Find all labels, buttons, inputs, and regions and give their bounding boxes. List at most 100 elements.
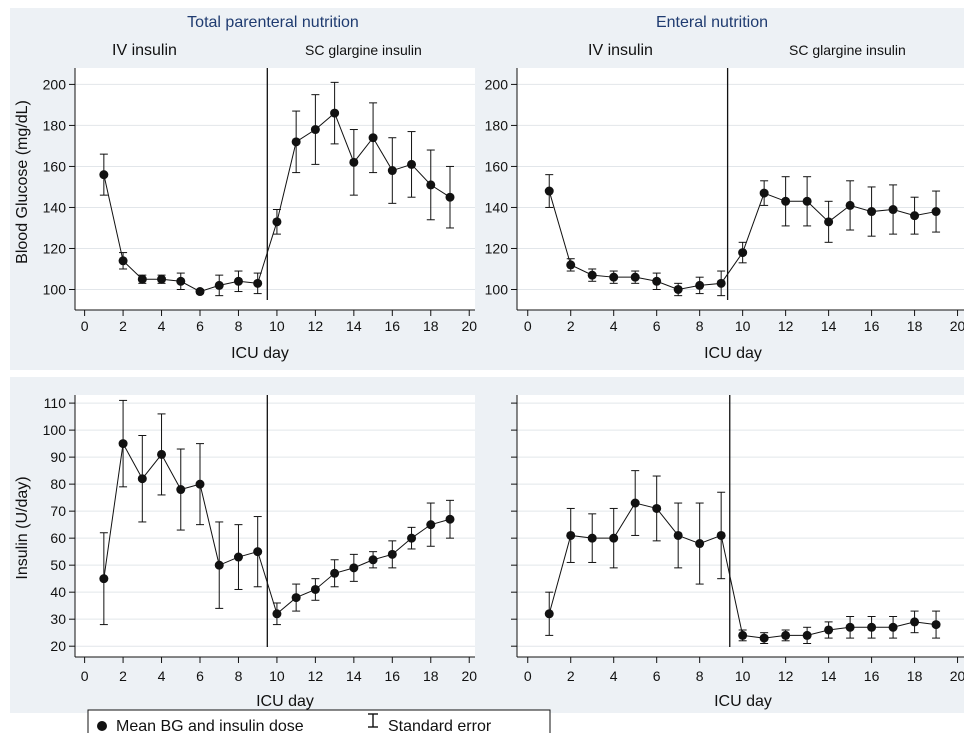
phase-label-sc-enteral: SC glargine insulin: [789, 42, 906, 58]
y-tick-label-insulin-tpn: 100: [43, 422, 67, 438]
data-point-insulin-enteral: [652, 503, 662, 513]
phase-label-sc-tpn: SC glargine insulin: [305, 42, 422, 58]
x-tick-label-bg-tpn: 20: [461, 318, 477, 334]
legend-se-label: Standard error: [388, 718, 492, 733]
data-point-bg-tpn: [137, 274, 147, 284]
x-tick-label-insulin-enteral: 20: [950, 668, 964, 684]
data-point-insulin-enteral: [695, 539, 705, 549]
data-point-insulin-enteral: [845, 622, 855, 632]
x-axis-title-bg-enteral: ICU day: [704, 345, 762, 362]
data-point-insulin-tpn: [195, 479, 205, 489]
x-tick-label-insulin-enteral: 0: [524, 668, 532, 684]
x-tick-label-bg-enteral: 18: [907, 318, 923, 334]
x-tick-label-insulin-enteral: 16: [864, 668, 880, 684]
x-tick-label-insulin-enteral: 2: [567, 668, 575, 684]
x-tick-label-bg-enteral: 8: [696, 318, 704, 334]
data-point-bg-tpn: [349, 157, 359, 167]
x-tick-label-insulin-tpn: 4: [158, 668, 166, 684]
plot-area-bg-tpn: [75, 68, 475, 310]
data-point-bg-tpn: [176, 276, 186, 286]
data-point-bg-tpn: [253, 278, 263, 288]
data-point-insulin-tpn: [176, 485, 186, 495]
x-axis-title-bg-tpn: ICU day: [231, 345, 289, 362]
y-tick-label-insulin-tpn: 90: [50, 449, 66, 465]
data-point-bg-enteral: [802, 196, 812, 206]
x-tick-label-bg-enteral: 12: [778, 318, 794, 334]
data-point-bg-enteral: [673, 284, 683, 294]
data-point-bg-tpn: [330, 108, 340, 118]
data-point-bg-enteral: [888, 205, 898, 215]
x-tick-label-insulin-tpn: 8: [235, 668, 243, 684]
data-point-insulin-enteral: [544, 609, 554, 619]
x-tick-label-bg-tpn: 6: [196, 318, 204, 334]
data-point-insulin-enteral: [630, 498, 640, 508]
x-tick-label-bg-enteral: 10: [735, 318, 751, 334]
data-point-bg-enteral: [759, 188, 769, 198]
data-point-insulin-enteral: [673, 530, 683, 540]
y-tick-label-insulin-tpn: 50: [50, 557, 66, 573]
data-point-insulin-enteral: [867, 622, 877, 632]
data-point-insulin-tpn: [349, 563, 359, 573]
phase-label-iv-enteral: IV insulin: [588, 42, 653, 59]
x-tick-label-insulin-tpn: 20: [461, 668, 477, 684]
data-point-insulin-enteral: [824, 625, 834, 635]
data-point-insulin-tpn: [387, 549, 397, 559]
x-tick-label-insulin-tpn: 16: [385, 668, 401, 684]
data-point-insulin-tpn: [137, 474, 147, 484]
data-point-insulin-enteral: [910, 617, 920, 627]
data-point-bg-enteral: [652, 276, 662, 286]
x-tick-label-insulin-enteral: 8: [696, 668, 704, 684]
x-tick-label-bg-tpn: 0: [81, 318, 89, 334]
data-point-insulin-tpn: [310, 584, 320, 594]
data-point-insulin-enteral: [888, 622, 898, 632]
x-tick-label-bg-enteral: 20: [950, 318, 964, 334]
x-tick-label-insulin-tpn: 18: [423, 668, 439, 684]
data-point-insulin-tpn: [253, 547, 263, 557]
data-point-bg-enteral: [931, 207, 941, 217]
data-point-bg-enteral: [738, 248, 748, 258]
data-point-bg-tpn: [426, 180, 436, 190]
data-point-insulin-enteral: [759, 633, 769, 643]
data-point-bg-enteral: [716, 278, 726, 288]
y-tick-label-insulin-tpn: 110: [44, 395, 67, 411]
y-tick-label-insulin-tpn: 60: [50, 530, 66, 546]
x-tick-label-insulin-enteral: 18: [907, 668, 923, 684]
data-point-bg-enteral: [566, 260, 576, 270]
data-point-bg-enteral: [609, 272, 619, 282]
y-axis-title-bg: Blood Glucose (mg/dL): [14, 100, 31, 264]
data-point-bg-enteral: [630, 272, 640, 282]
data-point-bg-tpn: [233, 276, 243, 286]
x-tick-label-bg-enteral: 14: [821, 318, 837, 334]
data-point-insulin-tpn: [99, 574, 109, 584]
x-tick-label-bg-tpn: 8: [235, 318, 243, 334]
x-axis-title-insulin-enteral: ICU day: [714, 693, 772, 710]
data-point-bg-tpn: [368, 133, 378, 143]
legend: Mean BG and insulin dose Standard error: [87, 709, 551, 733]
y-tick-label-bg-tpn: 140: [43, 199, 67, 215]
data-point-insulin-tpn: [118, 439, 128, 449]
x-tick-label-insulin-tpn: 14: [346, 668, 362, 684]
y-tick-label-insulin-tpn: 70: [50, 503, 66, 519]
data-point-bg-enteral: [587, 270, 597, 280]
y-tick-label-bg-enteral: 120: [485, 240, 509, 256]
x-tick-label-bg-tpn: 12: [308, 318, 324, 334]
x-tick-label-insulin-tpn: 10: [269, 668, 285, 684]
y-axis-title-insulin: Insulin (U/day): [14, 476, 31, 579]
x-tick-label-bg-tpn: 16: [385, 318, 401, 334]
data-point-bg-enteral: [867, 207, 877, 217]
legend-box: [87, 709, 551, 733]
data-point-insulin-tpn: [233, 552, 243, 562]
y-tick-label-insulin-tpn: 80: [50, 476, 66, 492]
plot-insulin-tpn: 20 30 40 50 60 70 80 90 100 110 0 2 4 6 8 10 12 14 16 18 20: [43, 395, 477, 684]
data-point-bg-enteral: [910, 211, 920, 221]
y-tick-label-bg-tpn: 120: [43, 240, 67, 256]
data-point-bg-tpn: [195, 287, 205, 297]
data-point-bg-enteral: [824, 217, 834, 227]
data-point-bg-enteral: [845, 200, 855, 210]
data-point-bg-tpn: [407, 159, 417, 169]
plot-blood-glucose-tpn: 100 120 140 160 180 200 0 2 4 6 8 10 12 14 16 18 20: [43, 68, 477, 334]
x-tick-label-bg-enteral: 4: [610, 318, 618, 334]
data-point-insulin-tpn: [214, 560, 224, 570]
y-tick-label-bg-enteral: 200: [485, 76, 509, 92]
